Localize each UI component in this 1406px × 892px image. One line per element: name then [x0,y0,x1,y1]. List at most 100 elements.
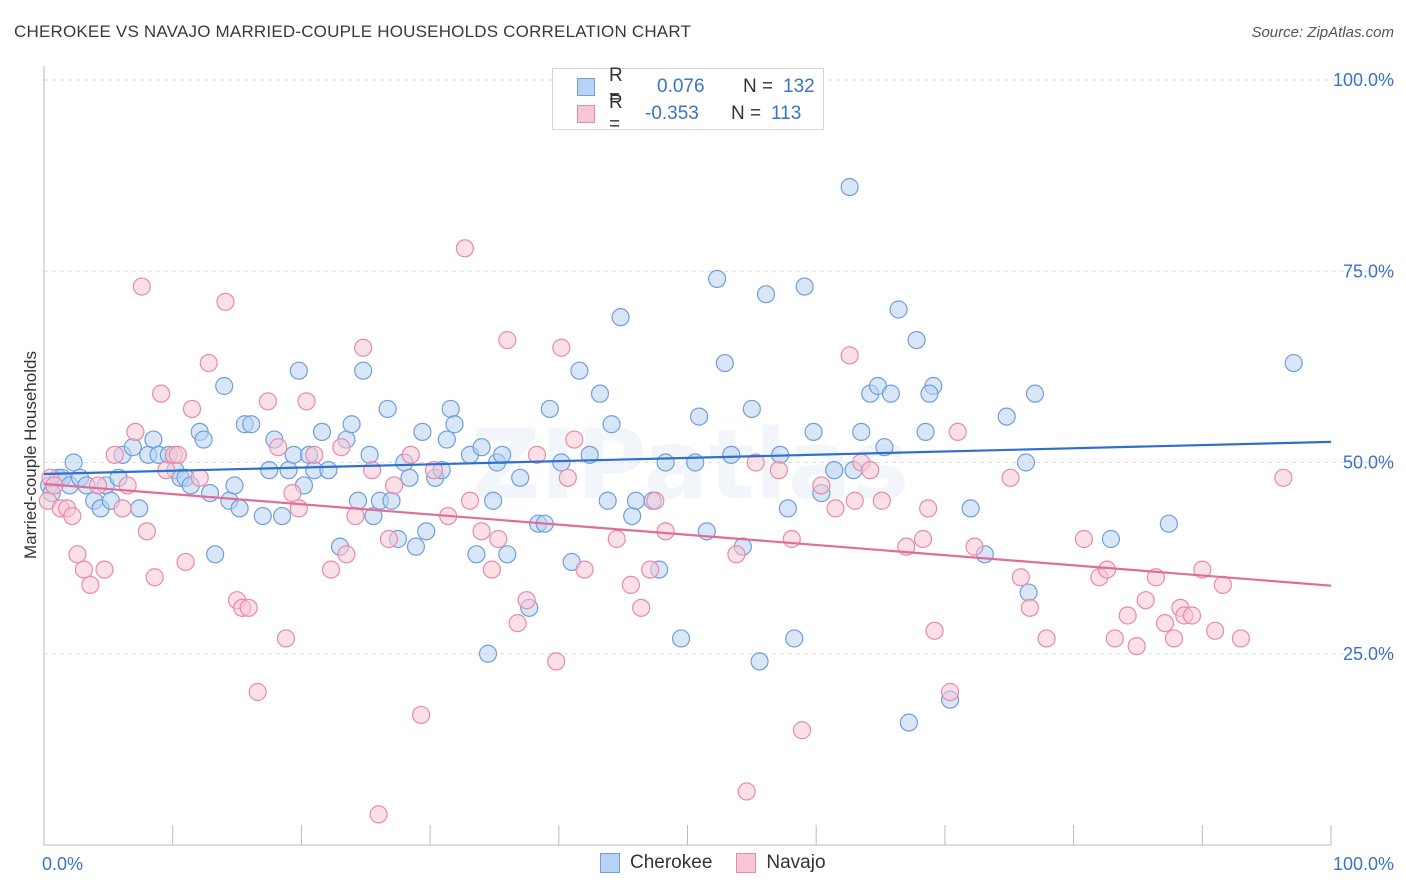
cherokee-point [478,644,498,663]
r-value: -0.353 [645,103,699,124]
cherokee-point [437,430,456,449]
cherokee-point [272,506,292,526]
cherokee-point [570,361,589,380]
cherokee-point [580,445,599,464]
cherokee-point [742,399,761,419]
navajo-point [424,461,444,480]
navajo-point [337,545,356,564]
cherokee-point [875,438,894,457]
navajo-point [239,598,258,617]
cherokee-point [795,277,814,296]
navajo-point [258,392,278,411]
cherokee-point [484,491,503,510]
cherokee-point [1025,384,1045,403]
navajo-point [845,491,864,510]
navajo-swatch [736,853,757,873]
n-label: N = [743,76,774,97]
navajo-point [88,476,108,495]
navajo-point [145,568,164,587]
navajo-point [152,384,171,403]
cherokee-point [144,430,163,449]
source-credit: Source: ZipAtlas.com [1251,24,1394,41]
navajo-swatch [577,105,595,123]
navajo-point [81,575,100,595]
y-axis-label: Married-couple Households [21,351,40,559]
n-label: N = [731,103,762,124]
navajo-point [384,476,404,495]
navajo-point [68,545,87,564]
legend-label: Navajo [766,852,826,873]
cherokee-point [1159,514,1178,533]
cherokee-point [342,415,361,434]
navajo-point [190,468,209,487]
cherokee-point [312,422,332,441]
legend-row-navajo: R = -0.353 N = 113 [577,92,802,135]
navajo-point [132,277,151,296]
navajo-point [632,598,651,617]
navajo-point [137,522,157,541]
navajo-point [552,338,571,357]
navajo-point [508,614,527,633]
cherokee-point [722,445,741,464]
legend-item-cherokee[interactable]: Cherokee [600,852,712,874]
n-value: 113 [771,103,802,124]
navajo-point [321,560,341,579]
navajo-point [332,438,351,457]
cherokee-point [1019,583,1038,602]
navajo-point [63,506,82,526]
navajo-point [1136,591,1155,610]
cherokee-point [348,491,368,510]
navajo-point [1020,598,1039,617]
navajo-point [1182,606,1202,625]
cherokee-point [284,445,303,464]
navajo-point [872,491,891,510]
cherokee-point [130,499,149,518]
cherokee-point [378,399,397,419]
y-tick-label: 50.0% [1343,453,1394,473]
navajo-point [737,782,756,801]
y-tick-labels: 25.0% 50.0% 75.0% 100.0% [1333,70,1394,664]
cherokee-point [961,499,980,518]
navajo-point [812,476,831,495]
navajo-point [289,499,308,518]
navajo-point [913,529,933,549]
cherokee-point [215,376,234,396]
cherokee-point [511,468,530,487]
navajo-point [105,445,124,464]
navajo-point [1097,560,1117,579]
cherokee-swatch [577,78,595,96]
cherokee-point [825,461,844,480]
navajo-point [74,560,93,579]
cherokee-point [920,384,939,403]
navajo-point [363,461,382,480]
cherokee-point [289,361,308,380]
cherokee-point [671,629,691,648]
navajo-point [401,445,420,464]
navajo-point [283,484,302,503]
y-tick-label: 100.0% [1333,70,1394,90]
legend-item-navajo[interactable]: Navajo [736,852,826,874]
navajo-point [305,445,324,464]
cherokee-point [242,415,261,434]
cherokee-point [881,384,900,403]
n-value: 132 [783,76,815,97]
navajo-point [1127,636,1146,656]
cherokee-point [360,445,379,464]
navajo-point [547,652,566,671]
cherokee-point [206,545,225,564]
navajo-point [369,805,388,824]
r-label: R = [609,92,623,135]
navajo-point [575,560,594,579]
navajo-point [948,422,967,441]
navajo-point [607,529,626,549]
cherokee-point [382,491,401,510]
cherokee-point [997,407,1016,426]
cherokee-point [441,399,460,419]
cherokee-point [493,445,512,464]
cherokee-point [598,491,617,510]
legend-label: Cherokee [630,852,713,873]
navajo-point [1011,568,1030,587]
cherokee-point [756,285,776,304]
navajo-point [782,529,801,549]
y-tick-label: 25.0% [1343,644,1394,664]
